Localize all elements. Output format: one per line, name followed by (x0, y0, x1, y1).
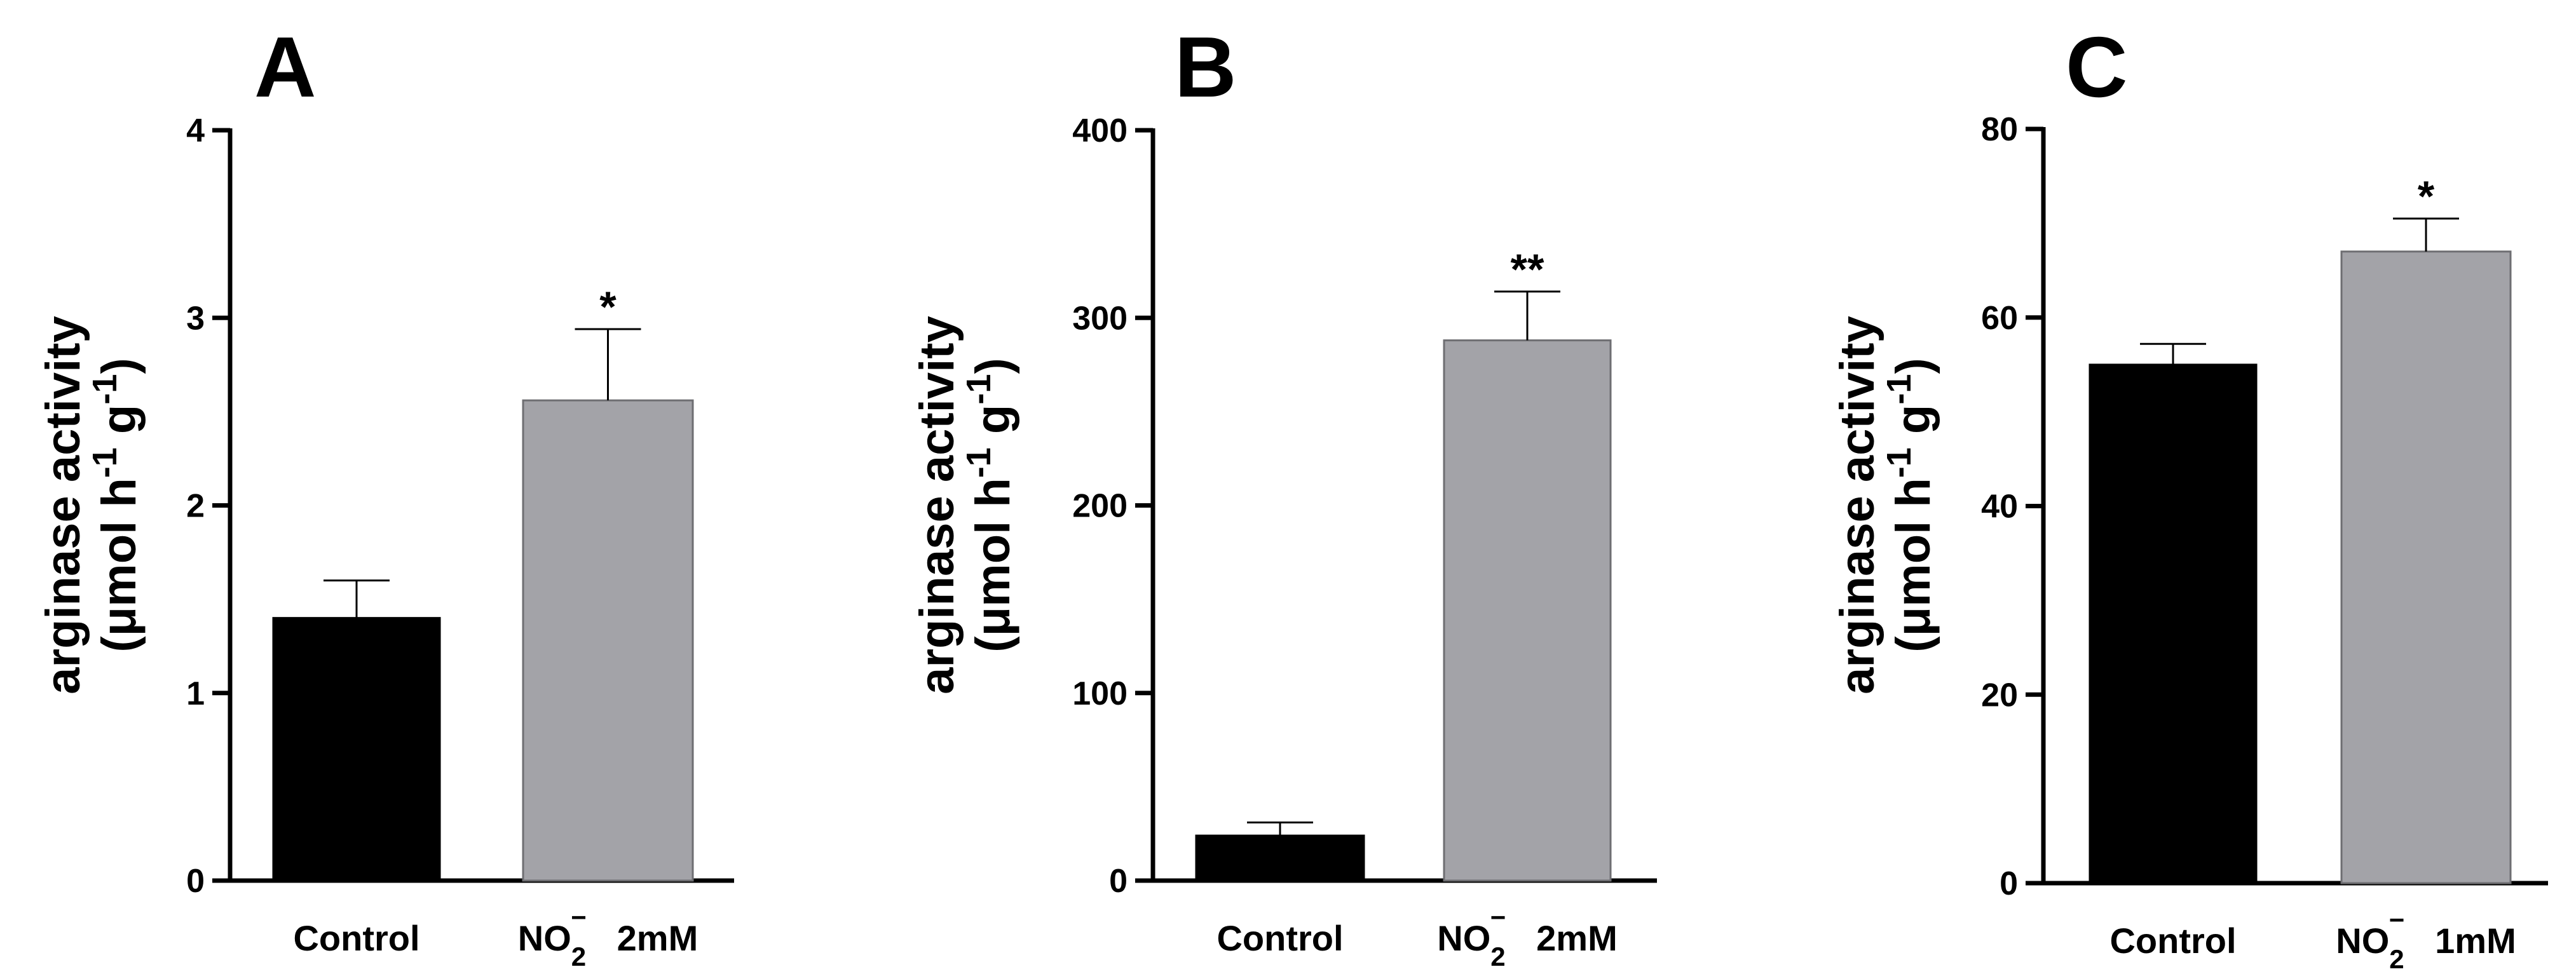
significance-mark: ** (1511, 245, 1544, 294)
y-tick-label: 0 (1109, 863, 1128, 900)
significance-mark: * (2418, 172, 2435, 220)
y-tick-label: 1 (186, 675, 205, 712)
panel-letter: B (1175, 19, 1237, 115)
x-category-label: Control (293, 918, 419, 958)
y-tick-label: 80 (1981, 111, 2018, 148)
y-tick-label: 300 (1072, 300, 1128, 337)
x-category-label: NO2−2mM (518, 902, 698, 971)
chart-panel-c: C 0 20 40 60 80 Control * NO2−1mM arginase activi… (1830, 19, 2548, 974)
bar (272, 617, 441, 882)
x-category-label: NO2−1mM (2336, 905, 2516, 974)
y-tick-label: 2 (186, 488, 205, 525)
y-axis-unit-label: (μmol h-1 g-1) (960, 358, 1020, 652)
y-tick-label: 3 (186, 300, 205, 337)
bar (1195, 834, 1365, 882)
x-category-label: Control (1216, 918, 1343, 958)
bar (1443, 339, 1612, 882)
y-tick-label: 4 (186, 112, 205, 149)
bar (522, 399, 694, 882)
y-tick-label: 20 (1981, 677, 2018, 714)
y-tick-label: 0 (2000, 865, 2018, 902)
y-tick-label: 0 (186, 863, 205, 900)
y-axis-unit-label: (μmol h-1 g-1) (86, 358, 146, 652)
y-axis-label: arginase activity (36, 316, 90, 694)
chart-panel-b: B 0 100 200 300 400 Control ** NO2−2mM arginase a… (910, 19, 1657, 971)
bar (2340, 250, 2512, 884)
significance-mark: * (599, 283, 617, 331)
y-tick-label: 200 (1072, 488, 1128, 525)
bar (2089, 363, 2258, 884)
y-axis-unit-label: (μmol h-1 g-1) (1880, 358, 1940, 652)
x-category-label: NO2−2mM (1437, 902, 1617, 971)
y-axis-label: arginase activity (910, 316, 964, 694)
panel-letter: A (254, 19, 317, 115)
y-axis-label: arginase activity (1830, 316, 1884, 694)
y-tick-label: 60 (1981, 300, 2018, 337)
x-category-label: Control (2109, 921, 2236, 961)
chart-panel-a: A 0 1 2 3 4 Control * NO2−2mM arginase activity (μ… (36, 19, 734, 971)
panel-letter: C (2066, 19, 2128, 115)
y-tick-label: 100 (1072, 675, 1128, 712)
y-tick-label: 40 (1981, 489, 2018, 525)
y-tick-label: 400 (1072, 112, 1128, 149)
